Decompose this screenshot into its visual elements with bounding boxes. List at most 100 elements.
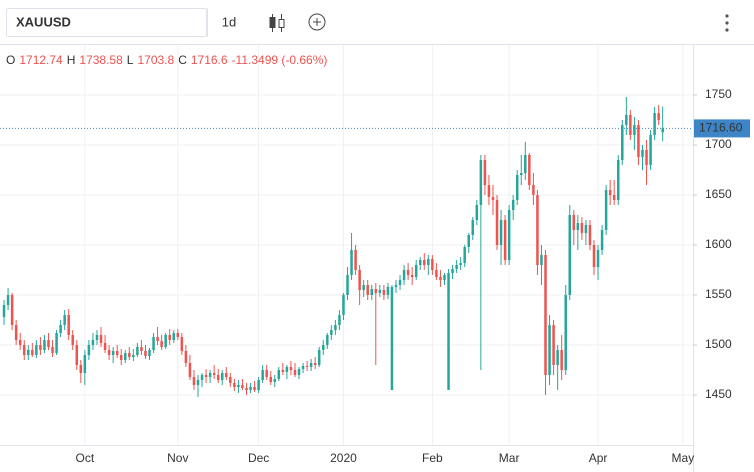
candle-body — [657, 113, 660, 120]
interval[interactable]: 1d — [222, 14, 236, 29]
x-tick-label: Oct — [76, 451, 95, 465]
candle-body — [229, 377, 232, 383]
candle-icon[interactable] — [269, 14, 285, 32]
candle-body — [265, 370, 268, 377]
candles — [2, 97, 664, 397]
change: -11.3499 (-0.66%) — [232, 53, 328, 67]
candle-body — [176, 333, 180, 337]
candle-body — [592, 245, 596, 267]
candle-body — [47, 340, 50, 347]
candle-body — [63, 315, 66, 325]
candle-body — [160, 341, 163, 347]
ohlc-label: C — [178, 53, 187, 67]
x-tick-label: May — [672, 451, 695, 465]
candle-body — [253, 387, 256, 390]
ohlc-label: H — [67, 53, 76, 67]
last-price-label: 1716.60 — [699, 121, 743, 135]
candle-body — [273, 379, 277, 382]
candle-body — [334, 325, 337, 330]
candle-body — [544, 255, 547, 375]
candle-body — [95, 335, 99, 340]
x-tick-label: Dec — [248, 451, 269, 465]
candle-body — [233, 383, 236, 387]
candle-body — [111, 351, 115, 355]
candle-body — [418, 260, 422, 265]
candle-body — [132, 355, 135, 357]
candle-body — [451, 269, 454, 273]
candle-body — [55, 333, 58, 353]
compare-icon[interactable] — [308, 13, 326, 31]
x-tick-label: Mar — [499, 451, 520, 465]
y-tick-label: 1600 — [705, 237, 732, 251]
candle-body — [14, 325, 18, 340]
candle-body — [301, 366, 305, 369]
candle-body — [532, 185, 535, 195]
candle-body — [362, 285, 365, 290]
candle-body — [119, 355, 123, 360]
symbol-box[interactable] — [6, 8, 207, 37]
candle-body — [528, 155, 531, 185]
candle-body — [556, 350, 559, 365]
candle-body — [35, 345, 38, 355]
candle-body — [511, 200, 515, 210]
ohlc-value: 1716.6 — [191, 53, 228, 67]
candle-body — [107, 350, 111, 355]
candle-body — [289, 367, 293, 370]
candle-body — [629, 115, 632, 135]
candle-body — [39, 345, 42, 350]
candle-body — [115, 351, 119, 355]
candle-body — [491, 197, 495, 200]
menu-icon[interactable] — [725, 14, 729, 32]
candle-body — [596, 250, 600, 267]
candle-body — [540, 255, 543, 265]
candle-body — [536, 195, 539, 265]
candle-body — [572, 215, 576, 230]
candle-body — [237, 385, 240, 387]
ohlc-label: L — [127, 53, 134, 67]
candle-body — [612, 195, 616, 200]
candle-body — [524, 155, 527, 173]
y-tick-label: 1550 — [705, 287, 732, 301]
candle-body — [103, 343, 107, 350]
candle-body — [43, 340, 46, 350]
candle-body — [285, 367, 289, 372]
symbol[interactable]: XAUUSD — [16, 14, 71, 29]
candle-body — [2, 305, 6, 317]
candle-body — [354, 250, 357, 270]
candle-body — [520, 173, 523, 175]
candle-body — [576, 223, 580, 230]
candle-body — [140, 347, 143, 351]
candle-body — [661, 128, 664, 133]
candle-body — [366, 285, 369, 295]
candle-body — [83, 355, 87, 373]
candle-body — [503, 220, 507, 260]
candle-body — [136, 347, 139, 355]
grid — [0, 45, 693, 445]
candle-body — [479, 160, 483, 205]
candle-body — [164, 335, 167, 347]
candle-body — [487, 185, 491, 197]
candle-body — [475, 205, 479, 220]
candle-body — [309, 363, 313, 367]
candle-body — [459, 263, 462, 265]
candle-body — [584, 225, 588, 233]
candle-body — [27, 350, 30, 355]
y-tick-label: 1450 — [705, 387, 732, 401]
candle-body — [346, 275, 349, 295]
candle-body — [22, 345, 26, 355]
candle-body — [374, 289, 378, 293]
x-tick-label: Nov — [167, 451, 188, 465]
candle-body — [192, 377, 196, 385]
candle-body — [18, 340, 22, 345]
candle-body — [390, 287, 394, 390]
candle-body — [653, 113, 656, 135]
candle-body — [398, 280, 402, 285]
candle-body — [580, 223, 584, 233]
candle-body — [641, 150, 644, 157]
candle-body — [249, 387, 252, 390]
candle-body — [124, 353, 127, 360]
candle-body — [6, 295, 10, 305]
candle-body — [338, 315, 341, 325]
candle-body — [435, 270, 438, 277]
candle-body — [277, 370, 281, 379]
